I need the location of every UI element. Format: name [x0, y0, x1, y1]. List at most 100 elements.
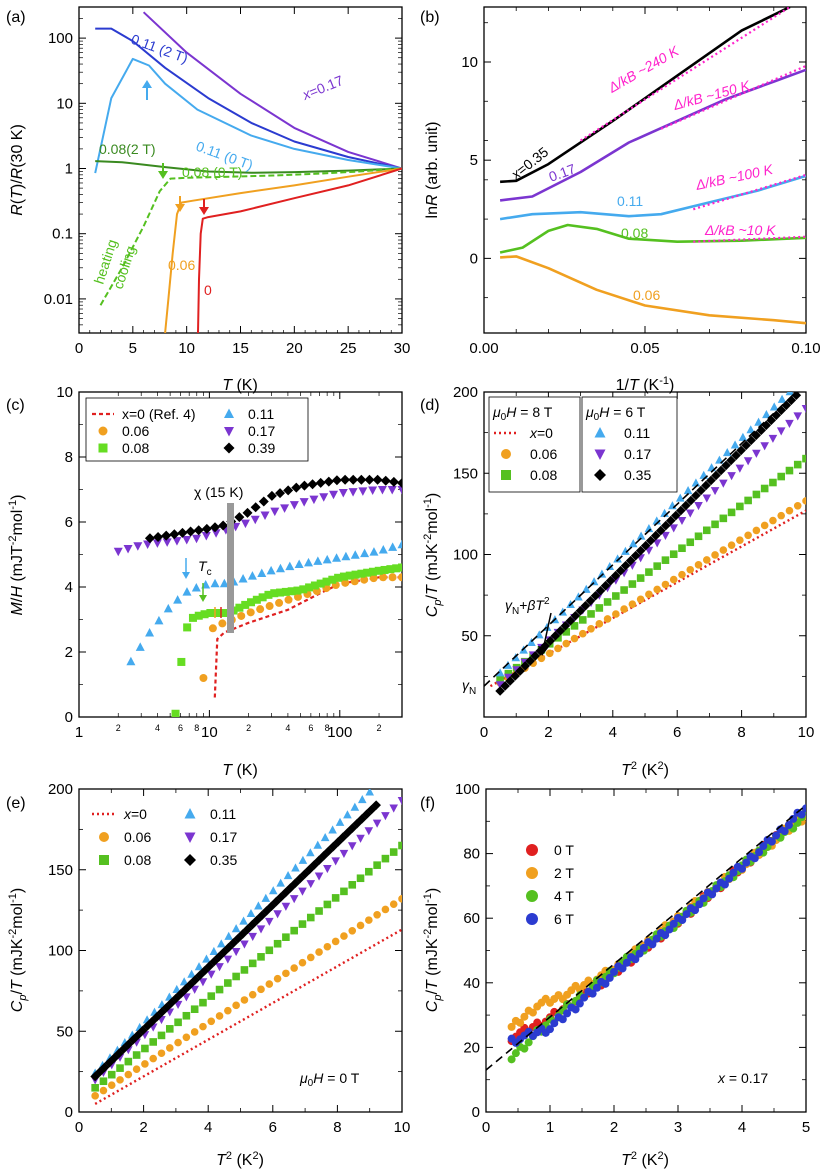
label-e-field: μ0H = 0 T — [299, 1070, 360, 1089]
point-0-11 — [285, 561, 295, 571]
panel-d-ylabel: Cp/T (mJK-2mol-1) — [422, 493, 444, 617]
point-0-06 — [785, 506, 794, 515]
point-0-39 — [177, 527, 188, 538]
point-0-06 — [284, 595, 293, 604]
point-0-35 — [257, 910, 267, 921]
point-0-35 — [570, 611, 581, 621]
legend-c-marker — [224, 408, 234, 418]
point-0-17 — [338, 488, 348, 498]
panel-b-ylabel: lnR (arb. unit) — [424, 122, 441, 219]
point-0-35 — [701, 480, 711, 491]
x-minor-tick-label: 4 — [155, 723, 160, 733]
point-0-06 — [570, 634, 579, 643]
point-6T — [767, 837, 776, 846]
point-0-08 — [252, 595, 261, 604]
legend-d-marker — [501, 449, 511, 459]
point-0-35 — [691, 490, 701, 501]
point-0-06 — [711, 551, 719, 559]
point-0-08 — [177, 657, 186, 666]
point-0-06 — [653, 585, 661, 594]
point-6T — [563, 1009, 572, 1018]
point-0-35 — [550, 631, 561, 641]
x-tick-label: 1 — [546, 1119, 554, 1136]
point-0-11 — [722, 447, 732, 457]
point-0-08 — [727, 508, 736, 517]
point-0-35 — [660, 520, 671, 531]
point-6T — [780, 827, 789, 836]
point-0-11 — [306, 848, 315, 857]
label-006: 0.06 — [168, 257, 195, 273]
point-0-11 — [187, 969, 196, 978]
point-0-17 — [389, 804, 399, 813]
point-0-11 — [675, 493, 685, 502]
point-0-39 — [315, 477, 326, 488]
x-tick-label: 10 — [394, 1119, 411, 1136]
point-0-35 — [655, 525, 666, 536]
point-0-39 — [218, 520, 229, 531]
point-0-08 — [235, 603, 244, 612]
point-0-39 — [348, 474, 359, 485]
point-0-06 — [224, 1006, 232, 1015]
point-0-35 — [166, 998, 177, 1008]
point-0-17 — [281, 902, 291, 911]
point-6T — [691, 906, 700, 915]
point-0-35 — [650, 530, 661, 541]
x-tick-label: 0 — [75, 1119, 83, 1136]
point-0-08 — [334, 573, 343, 582]
point-0-35 — [295, 873, 305, 884]
point-0-35 — [716, 465, 726, 476]
label-tc: Tc — [198, 558, 212, 578]
point-0-35 — [781, 400, 792, 411]
x-tick-label: 25 — [340, 340, 357, 357]
point-0-08 — [132, 1051, 141, 1059]
point-0-06 — [246, 608, 255, 617]
point-0-35 — [645, 535, 656, 546]
point-0-11 — [126, 656, 136, 666]
panel-a-ylabel: R(T)/R(30 K) — [9, 124, 26, 216]
point-0-08 — [149, 1038, 158, 1046]
point-0-11 — [313, 556, 323, 565]
point-0-17 — [768, 434, 778, 443]
point-0-08 — [298, 920, 307, 928]
point-0-17 — [260, 511, 270, 521]
x-tick-label: 4 — [609, 724, 617, 741]
point-0-11 — [268, 886, 278, 895]
x-tick-label: 6 — [673, 724, 681, 741]
point-0-11 — [769, 402, 779, 411]
point-0-11 — [219, 578, 229, 588]
point-0-17 — [240, 519, 250, 529]
legend-c-marker — [98, 426, 108, 436]
point-0-11 — [257, 568, 267, 578]
point-0-11 — [730, 440, 740, 449]
point-0-06 — [398, 895, 402, 903]
legend-e-label: 0.17 — [210, 829, 237, 845]
point-0-35 — [157, 1007, 167, 1017]
point-6T — [784, 821, 793, 830]
point-0-17 — [265, 917, 274, 926]
point-0-17 — [172, 537, 182, 546]
y-tick-label: 200 — [453, 384, 478, 401]
point-4T — [507, 1055, 516, 1064]
point-0-17 — [323, 864, 332, 874]
point-0-11 — [777, 394, 787, 403]
point-0-39 — [283, 485, 294, 496]
point-0-06 — [340, 932, 348, 940]
point-0-08 — [711, 520, 719, 529]
point-0-35 — [580, 600, 591, 611]
point-0-11 — [291, 863, 300, 872]
point-0-35 — [620, 560, 631, 571]
point-0-08 — [241, 600, 250, 609]
point-0-11 — [322, 554, 332, 564]
point-0-08 — [270, 589, 279, 598]
point-0-11 — [254, 901, 263, 910]
label-b-035: x=0.35 — [507, 144, 551, 183]
point-0-08 — [636, 574, 645, 582]
point-0-11 — [360, 548, 370, 558]
point-0-06 — [232, 1001, 240, 1010]
legend-d-label: x=0 — [529, 425, 553, 441]
point-0-08 — [380, 565, 389, 574]
point-0-35 — [190, 975, 200, 985]
point-0-06 — [669, 575, 678, 584]
point-0-17 — [133, 542, 143, 551]
legend-e-marker — [184, 832, 196, 843]
